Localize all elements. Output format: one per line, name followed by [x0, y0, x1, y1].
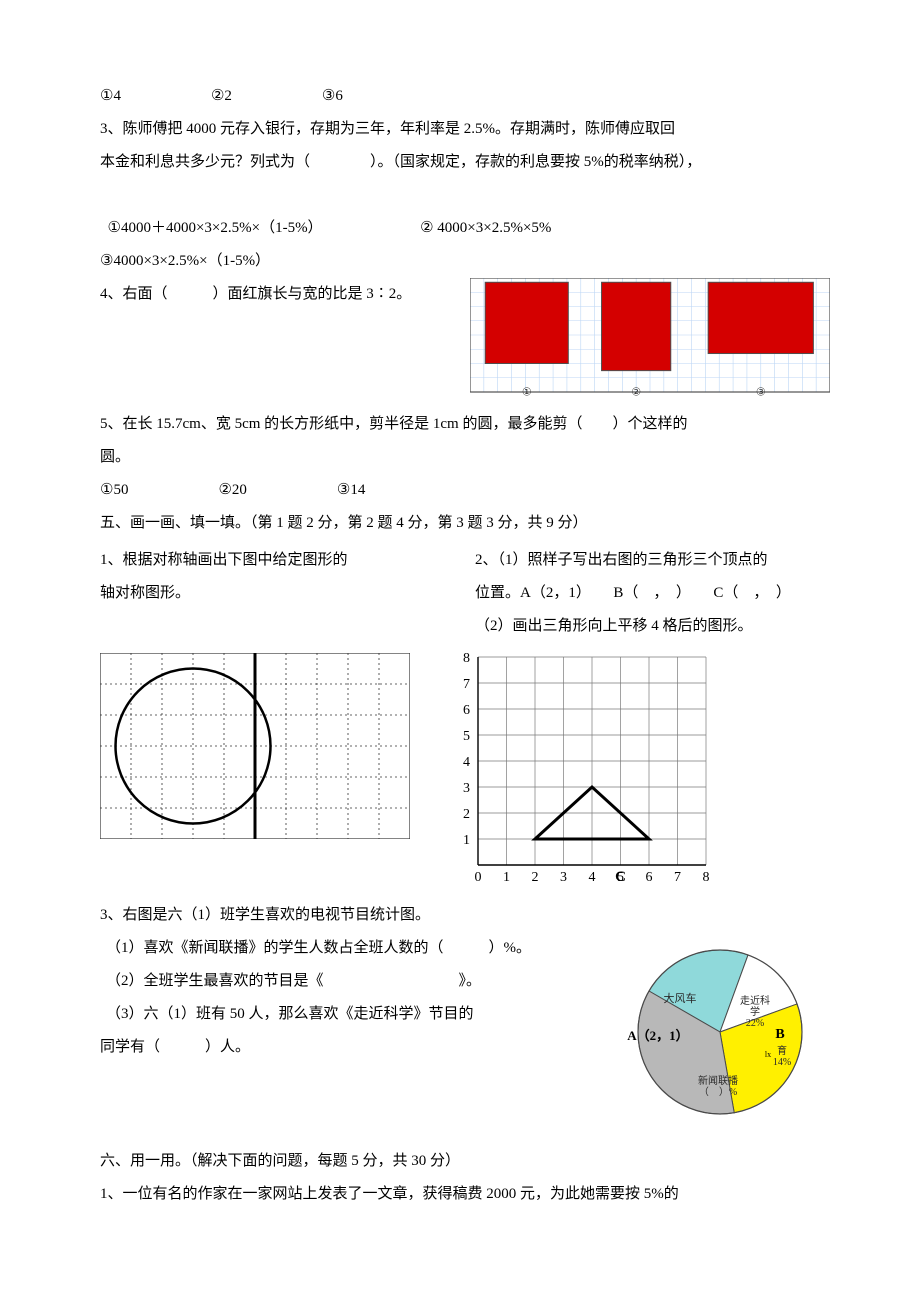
- svg-text:1: 1: [503, 870, 510, 885]
- q3-opt2: ② 4000×3×2.5%×5%: [420, 220, 551, 236]
- q3stats-l2: （2）全班学生最喜欢的节目是《 》。: [100, 965, 600, 998]
- grid-right-svg: 01234567812345678C: [450, 653, 710, 893]
- grid-left-box: [100, 653, 410, 893]
- q4-flags-figure: ① ② ③: [470, 278, 830, 408]
- svg-text:2: 2: [532, 870, 539, 885]
- sec5-q1b: 轴对称图形。: [100, 577, 455, 610]
- svg-text:3: 3: [560, 870, 567, 885]
- q3-opt1: ①4000＋4000×3×2.5%×（1-5%）: [108, 220, 316, 236]
- q3-stem-1: 3、陈师傅把 4000 元存入银行，存期为三年，年利率是 2.5%。存期满时，陈…: [100, 113, 830, 146]
- sec6-q1: 1、一位有名的作家在一家网站上发表了一文章，获得稿费 2000 元，为此她需要按…: [100, 1178, 830, 1211]
- sec5-q1a: 1、根据对称轴画出下图中给定图形的: [100, 544, 455, 577]
- svg-text:（ ）%: （ ）%: [699, 1086, 737, 1098]
- q5-stem-1: 5、在长 15.7cm、宽 5cm 的长方形纸中，剪半径是 1cm 的圆，最多能…: [100, 408, 830, 441]
- svg-text:1: 1: [463, 833, 470, 848]
- svg-text:7: 7: [674, 870, 681, 885]
- svg-text:8: 8: [703, 870, 710, 885]
- q4-row: 4、右面（ ）面红旗长与宽的比是 3∶2。 ① ② ③: [100, 278, 830, 408]
- svg-text:22%: 22%: [746, 1018, 764, 1029]
- svg-text:0: 0: [475, 870, 482, 885]
- svg-text:8: 8: [463, 653, 470, 666]
- sec5-q2b: 位置。A（2，1） B（ ， ） C（ ， ）: [475, 577, 830, 610]
- svg-text:②: ②: [631, 386, 641, 398]
- top-choices: ①4 ②2 ③6: [100, 80, 830, 113]
- pie-row: （1）喜欢《新闻联播》的学生人数占全班人数的（ ）%。 （2）全班学生最喜欢的节…: [100, 932, 830, 1145]
- svg-text:①: ①: [522, 386, 532, 398]
- svg-text:6: 6: [463, 703, 470, 718]
- svg-text:C: C: [615, 869, 626, 885]
- grids-row: 01234567812345678C: [100, 653, 830, 893]
- sec5-heading: 五、画一画、填一填。（第 1 题 2 分，第 2 题 4 分，第 3 题 3 分…: [100, 507, 830, 540]
- svg-text:走近科: 走近科: [740, 994, 770, 1007]
- grid-right-box: 01234567812345678C: [450, 653, 710, 893]
- svg-text:A（2，1）: A（2，1）: [627, 1028, 688, 1043]
- pie-svg: 走近科学22% 育14% 新闻联播（ ）% 大风车 A（2，1） Blx: [610, 932, 830, 1132]
- svg-text:5: 5: [463, 729, 470, 744]
- sec6-heading: 六、用一用。（解决下面的问题，每题 5 分，共 30 分）: [100, 1145, 830, 1178]
- svg-text:育: 育: [777, 1044, 787, 1057]
- svg-text:7: 7: [463, 677, 470, 692]
- sec5-two-col: 1、根据对称轴画出下图中给定图形的 轴对称图形。 2、（1）照样子写出右图的三角…: [100, 544, 830, 643]
- svg-text:大风车: 大风车: [664, 991, 697, 1005]
- pie-chart-box: 走近科学22% 育14% 新闻联播（ ）% 大风车 A（2，1） Blx: [610, 932, 830, 1145]
- sec5-q2a: 2、（1）照样子写出右图的三角形三个顶点的: [475, 544, 830, 577]
- flags-svg: ① ② ③: [470, 278, 830, 408]
- q5-choices: ①50 ②20 ③14: [100, 474, 830, 507]
- q3stats-l3: （3）六（1）班有 50 人，那么喜欢《走近科学》节目的: [100, 998, 600, 1031]
- svg-text:③: ③: [756, 386, 766, 398]
- svg-text:2: 2: [463, 807, 470, 822]
- grid-left-svg: [100, 653, 410, 839]
- sec5-q2c: （2）画出三角形向上平移 4 格后的图形。: [475, 610, 830, 643]
- svg-text:学: 学: [750, 1005, 760, 1018]
- q3stats-l1: （1）喜欢《新闻联播》的学生人数占全班人数的（ ）%。: [100, 932, 600, 965]
- svg-text:新闻联播: 新闻联播: [698, 1074, 738, 1087]
- q3stats-l4: 同学有（ ）人。: [100, 1031, 600, 1064]
- svg-text:4: 4: [463, 755, 470, 770]
- q3-opt3: ③4000×3×2.5%×（1-5%）: [100, 245, 830, 278]
- svg-text:lx: lx: [765, 1050, 771, 1059]
- q5-stem-2: 圆。: [100, 441, 830, 474]
- svg-text:14%: 14%: [773, 1057, 791, 1068]
- svg-text:4: 4: [589, 870, 596, 885]
- svg-text:3: 3: [463, 781, 470, 796]
- q4-stem: 4、右面（ ）面红旗长与宽的比是 3∶2。: [100, 278, 460, 311]
- svg-text:B: B: [775, 1027, 784, 1042]
- q3stats-stem: 3、右图是六（1）班学生喜欢的电视节目统计图。: [100, 899, 830, 932]
- svg-text:6: 6: [646, 870, 653, 885]
- q3-options-row1: ①4000＋4000×3×2.5%×（1-5%） ② 4000×3×2.5%×5…: [100, 179, 830, 245]
- q3-stem-2: 本金和利息共多少元？列式为（ ）。（国家规定，存款的利息要按 5%的税率纳税），: [100, 146, 830, 179]
